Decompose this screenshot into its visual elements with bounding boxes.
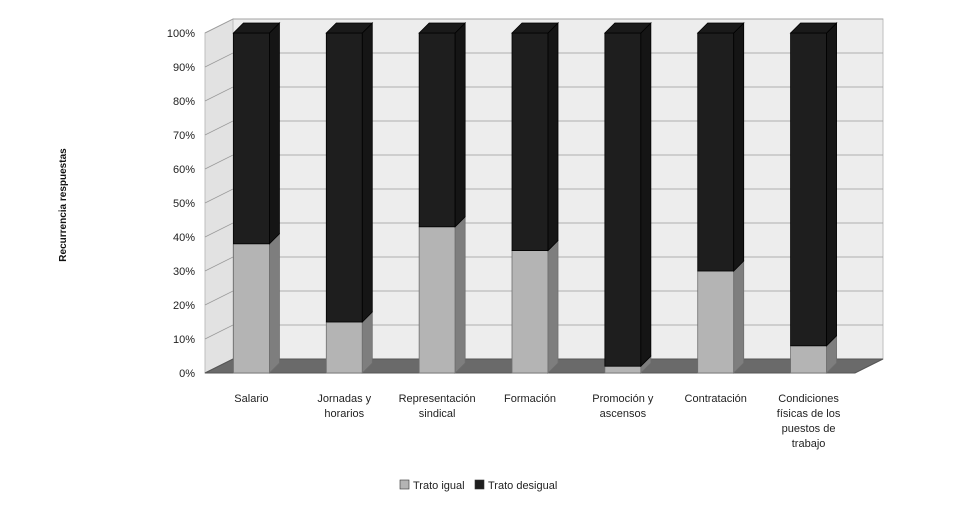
x-axis-labels: Salario Jornadas y horarios Representación s…	[234, 393, 841, 450]
bar-side	[269, 22, 280, 245]
legend-label: Trato igual	[413, 480, 465, 492]
x-tick-label: Condiciones físicas de los puestos de traba…	[777, 393, 841, 450]
gridline	[204, 222, 883, 238]
bar-top	[696, 22, 745, 34]
y-tick-label: 60%	[173, 164, 195, 176]
x-tick-label: Promoción y ascensos	[592, 393, 654, 420]
bar-front	[511, 250, 549, 374]
bar-segment	[511, 239, 559, 374]
bar-top	[511, 22, 559, 34]
bar-segment	[696, 22, 745, 272]
x-tick-label: Formación	[504, 393, 556, 405]
bar-side	[454, 215, 466, 374]
bar-side	[454, 22, 466, 228]
x-tick-label: Contratación	[685, 393, 747, 405]
bar-front	[604, 32, 642, 367]
bar-side	[361, 311, 373, 374]
y-tick-label: 80%	[173, 96, 195, 108]
y-tick-label: 90%	[173, 62, 195, 74]
x-tick-label: Representación sindical	[399, 393, 476, 420]
bar-segment	[789, 22, 838, 347]
y-tick-label: 20%	[173, 300, 195, 312]
y-tick-label: 0%	[179, 368, 195, 380]
x-tick-label: Jornadas y horarios	[317, 393, 371, 420]
gridline	[204, 154, 883, 170]
y-tick-label: 40%	[173, 232, 195, 244]
legend: Trato igual Trato desigual	[399, 479, 557, 492]
bar-segment	[325, 311, 373, 374]
y-tick-label: 70%	[173, 130, 195, 142]
bar-side	[361, 22, 373, 323]
legend-label: Trato desigual	[488, 480, 557, 492]
bar-segment	[511, 22, 559, 252]
bar-front	[233, 243, 270, 374]
bar-top	[603, 22, 652, 34]
bar-side	[826, 22, 837, 347]
bar-front	[790, 32, 827, 347]
bars	[232, 22, 838, 374]
y-axis-title: Recurrencia respuestas	[58, 148, 69, 262]
x-tick-label: Salario	[234, 393, 268, 405]
gridline	[204, 324, 883, 340]
legend-swatch	[474, 479, 485, 490]
bar-side	[733, 260, 745, 374]
bar-segment	[233, 232, 280, 374]
bar-front	[233, 32, 270, 245]
bar-segment	[418, 215, 466, 374]
bar-side	[547, 239, 559, 374]
gridline	[204, 290, 883, 306]
bar-segment	[603, 22, 652, 368]
bar-front	[790, 345, 827, 374]
bar-top	[325, 22, 374, 34]
gridline	[204, 188, 883, 204]
y-tick-label: 50%	[173, 198, 195, 210]
bar-front	[325, 32, 363, 323]
gridline	[204, 120, 883, 136]
bar-side	[640, 22, 652, 368]
bar-segment	[418, 22, 467, 228]
bar-side	[269, 232, 280, 374]
bar-side	[733, 22, 745, 272]
bar-front	[418, 32, 456, 228]
y-tick-label: 10%	[173, 334, 195, 346]
bar-front	[604, 365, 642, 374]
gridline	[204, 86, 883, 102]
bar-top	[232, 22, 281, 34]
gridline	[204, 256, 883, 272]
bar-front	[418, 226, 456, 374]
bar-front	[325, 321, 363, 374]
bar-side	[547, 22, 559, 252]
gridline	[204, 18, 883, 34]
bar-front	[511, 32, 549, 252]
bar-segment	[697, 260, 745, 374]
bar-segment	[325, 22, 374, 323]
legend-swatch	[399, 479, 410, 490]
bar-top	[789, 22, 838, 34]
y-tick-label: 100%	[167, 28, 195, 40]
bar-front	[697, 270, 735, 374]
y-axis-ticks: 0% 10% 20% 30% 40% 50% 60% 70% 80% 90% 100%	[167, 28, 195, 380]
bar-segment	[232, 22, 281, 245]
gridline	[204, 52, 883, 68]
bar-front	[697, 32, 735, 272]
bar-top	[418, 22, 467, 34]
y-tick-label: 30%	[173, 266, 195, 278]
